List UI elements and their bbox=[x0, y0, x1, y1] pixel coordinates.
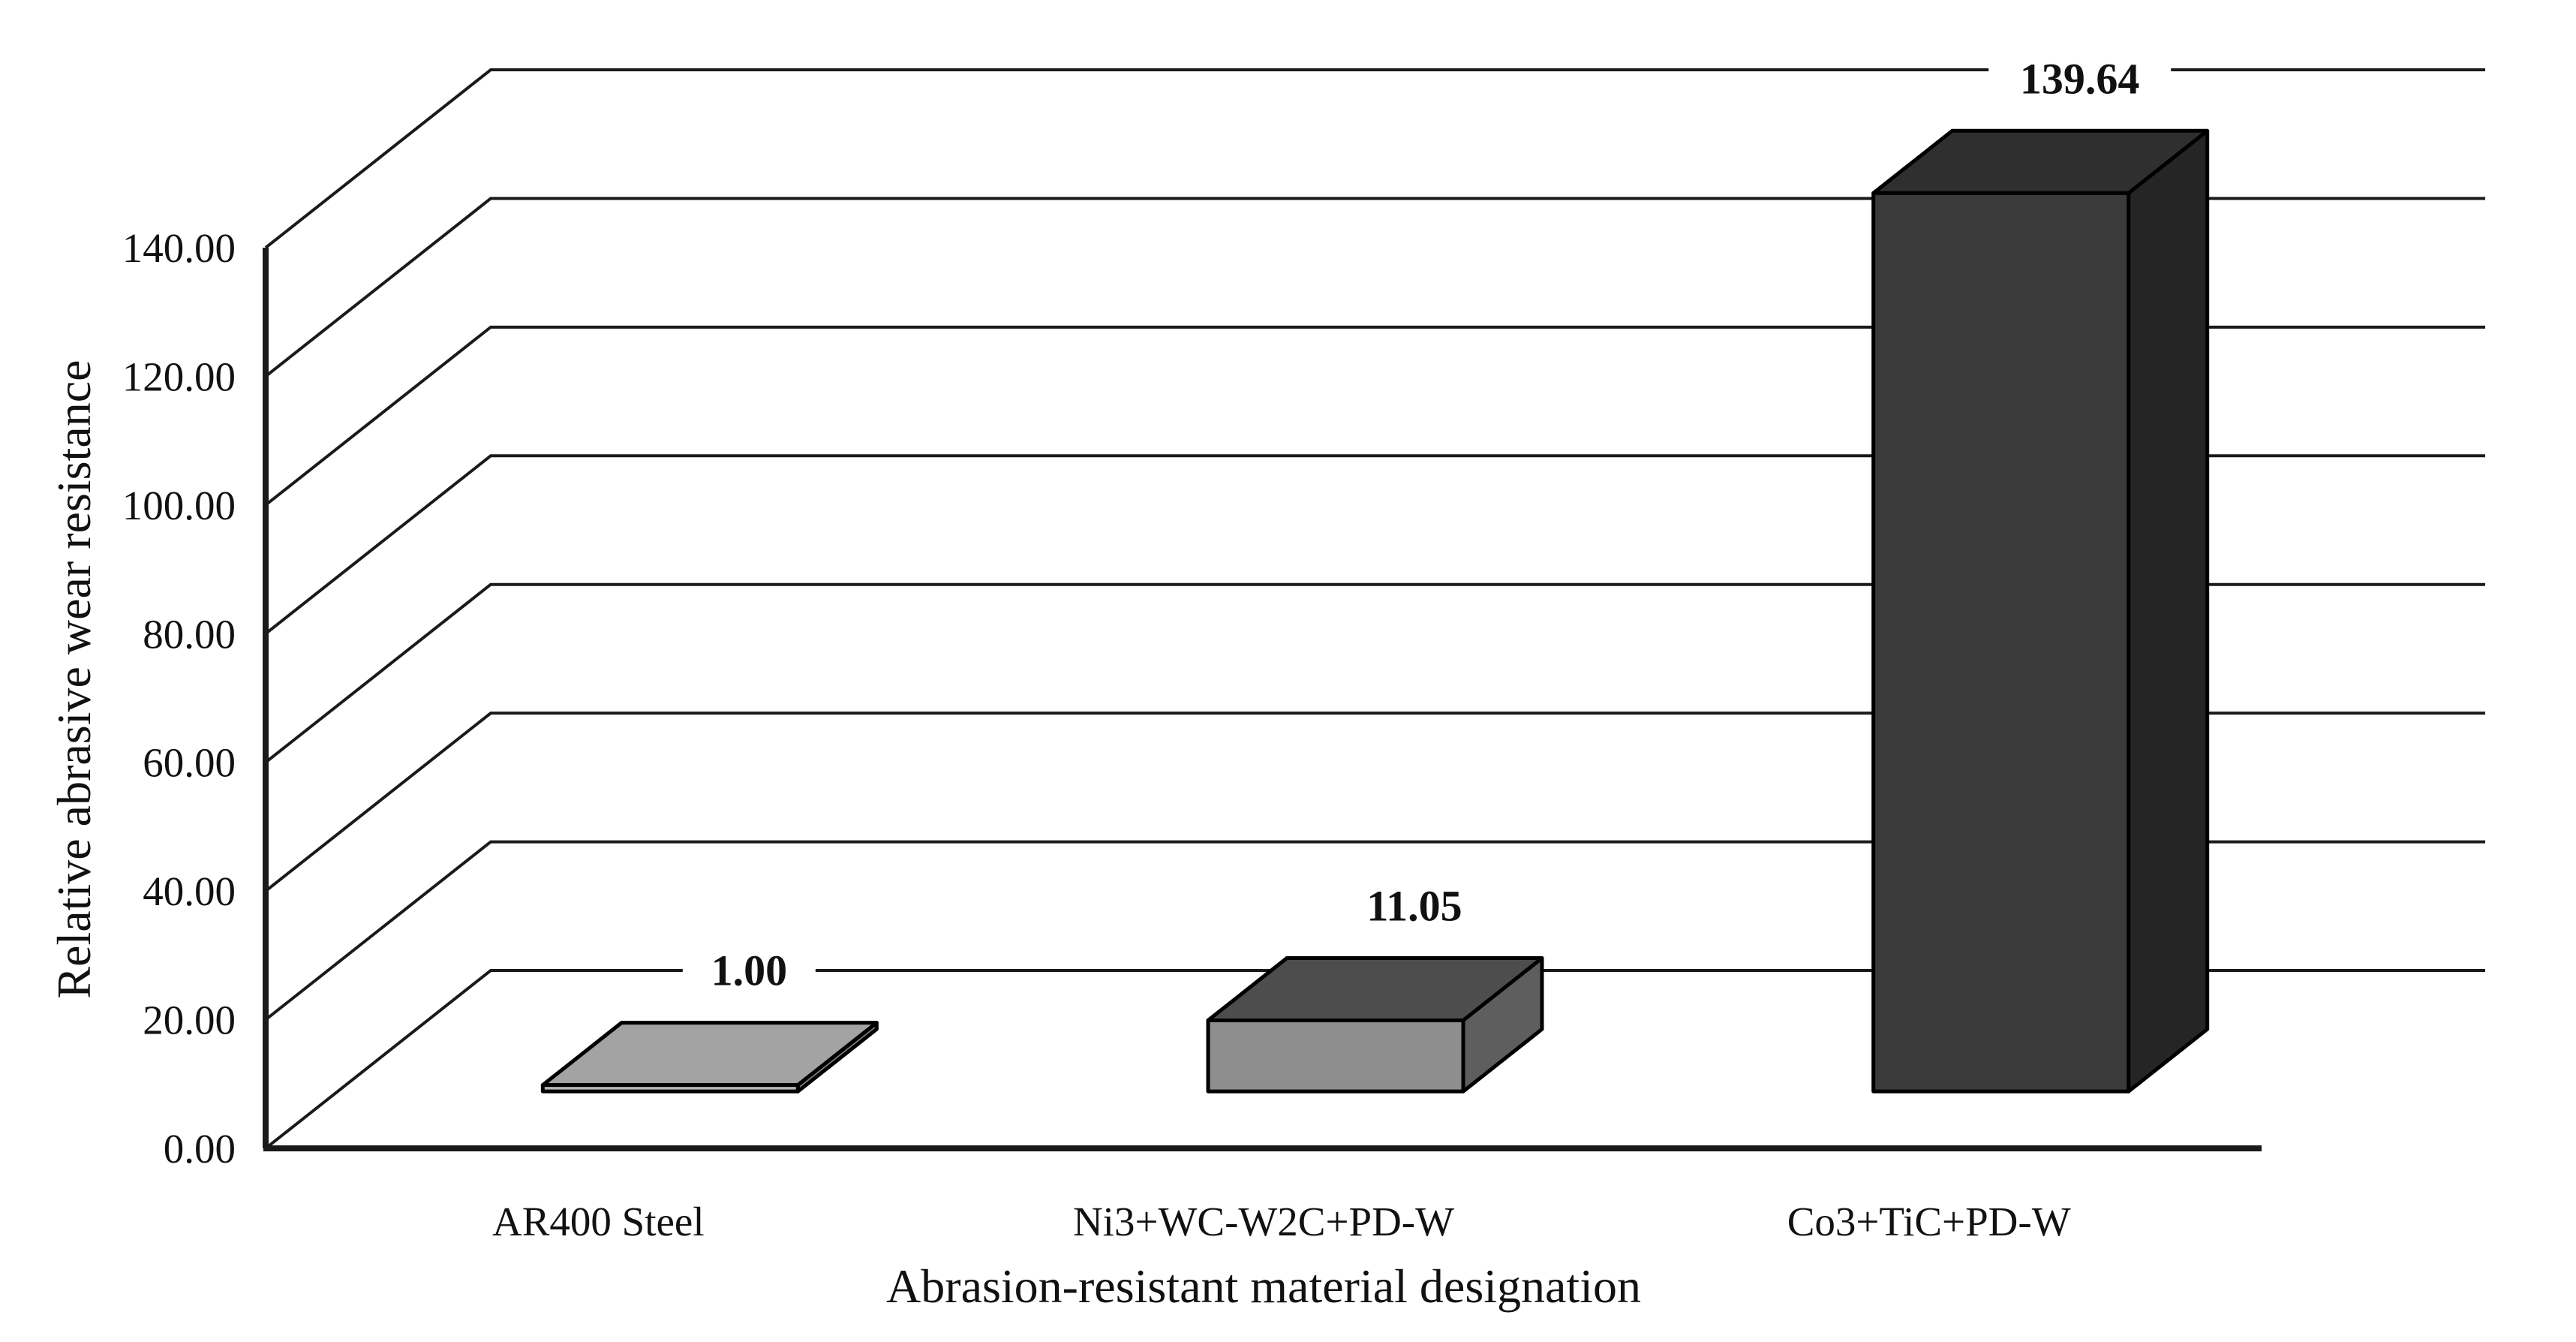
bar-side-face bbox=[2127, 128, 2210, 1094]
data-label-bg bbox=[682, 943, 816, 1000]
gridline bbox=[264, 68, 2485, 249]
y-tick-label: 60.00 bbox=[143, 740, 236, 786]
y-tick-label: 0.00 bbox=[164, 1126, 236, 1172]
x-axis-title: Abrasion-resistant material designation bbox=[886, 1259, 1641, 1313]
gridline bbox=[264, 325, 2485, 507]
y-tick-label: 80.00 bbox=[143, 611, 236, 657]
x-category-label: Co3+TiC+PD-W bbox=[1787, 1199, 2071, 1244]
gridline bbox=[264, 969, 2485, 1150]
data-label: 11.05 bbox=[1366, 881, 1462, 930]
bar-front-face bbox=[1871, 191, 2131, 1094]
y-tick-label: 120.00 bbox=[122, 354, 236, 399]
y-tick-label: 40.00 bbox=[143, 868, 236, 914]
y-tick-label: 20.00 bbox=[143, 997, 236, 1043]
gridline bbox=[264, 840, 2485, 1022]
gridline bbox=[264, 712, 2485, 892]
data-label: 139.64 bbox=[2020, 54, 2140, 103]
gridline bbox=[264, 454, 2485, 635]
gridline bbox=[264, 197, 2485, 378]
data-label-bg bbox=[1988, 51, 2172, 109]
data-label: 1.00 bbox=[711, 946, 788, 995]
y-axis-title: Relative abrasive wear resistance bbox=[47, 360, 101, 998]
x-category-label: Ni3+WC-W2C+PD-W bbox=[1073, 1199, 1454, 1244]
y-tick-label: 140.00 bbox=[122, 225, 236, 271]
bar-front-face bbox=[540, 1083, 800, 1094]
data-label-bg bbox=[1336, 878, 1493, 936]
y-tick-label: 100.00 bbox=[122, 483, 236, 528]
bar-front-face bbox=[1206, 1018, 1465, 1094]
gridline bbox=[264, 582, 2485, 764]
x-category-label: AR400 Steel bbox=[492, 1199, 705, 1244]
